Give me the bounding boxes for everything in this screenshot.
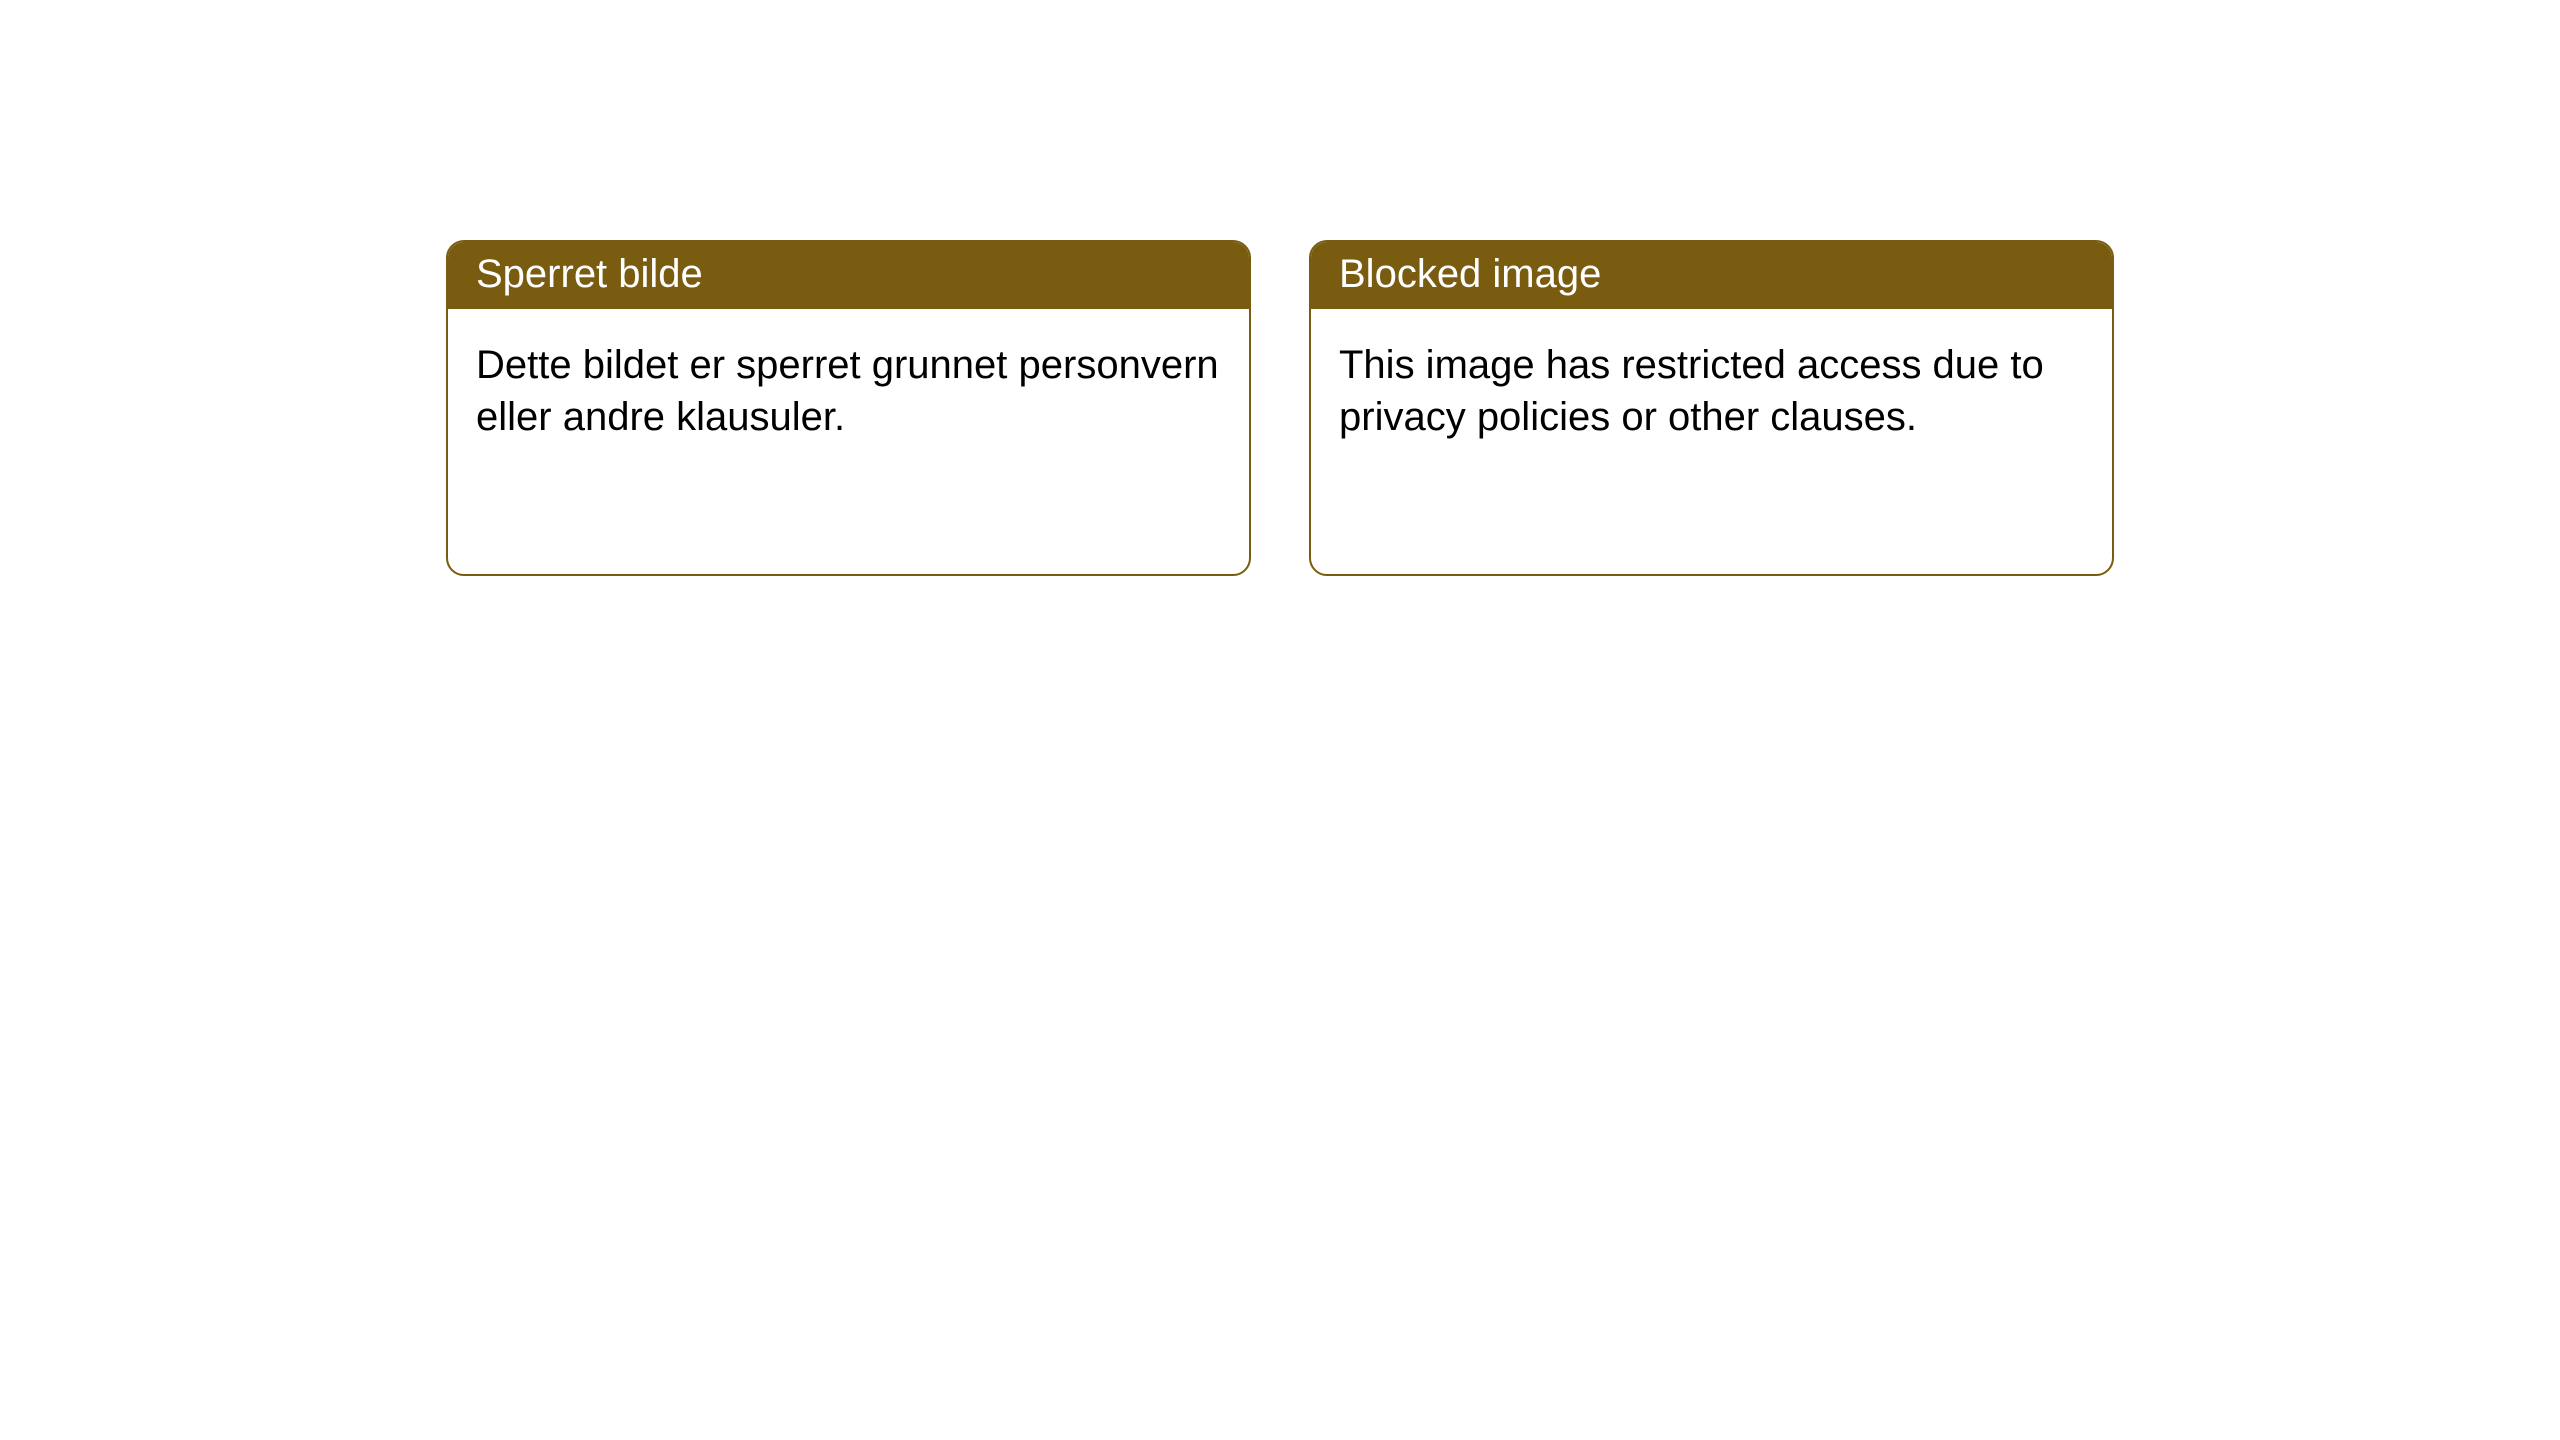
notice-text: Dette bildet er sperret grunnet personve… bbox=[476, 343, 1219, 439]
notice-header: Blocked image bbox=[1311, 242, 2112, 309]
notice-body: Dette bildet er sperret grunnet personve… bbox=[448, 309, 1249, 473]
notice-title: Sperret bilde bbox=[476, 252, 703, 296]
notice-card-norwegian: Sperret bilde Dette bildet er sperret gr… bbox=[446, 240, 1251, 576]
notice-title: Blocked image bbox=[1339, 252, 1601, 296]
notice-card-english: Blocked image This image has restricted … bbox=[1309, 240, 2114, 576]
notice-header: Sperret bilde bbox=[448, 242, 1249, 309]
notice-text: This image has restricted access due to … bbox=[1339, 343, 2044, 439]
notice-body: This image has restricted access due to … bbox=[1311, 309, 2112, 473]
notice-container: Sperret bilde Dette bildet er sperret gr… bbox=[446, 240, 2114, 576]
